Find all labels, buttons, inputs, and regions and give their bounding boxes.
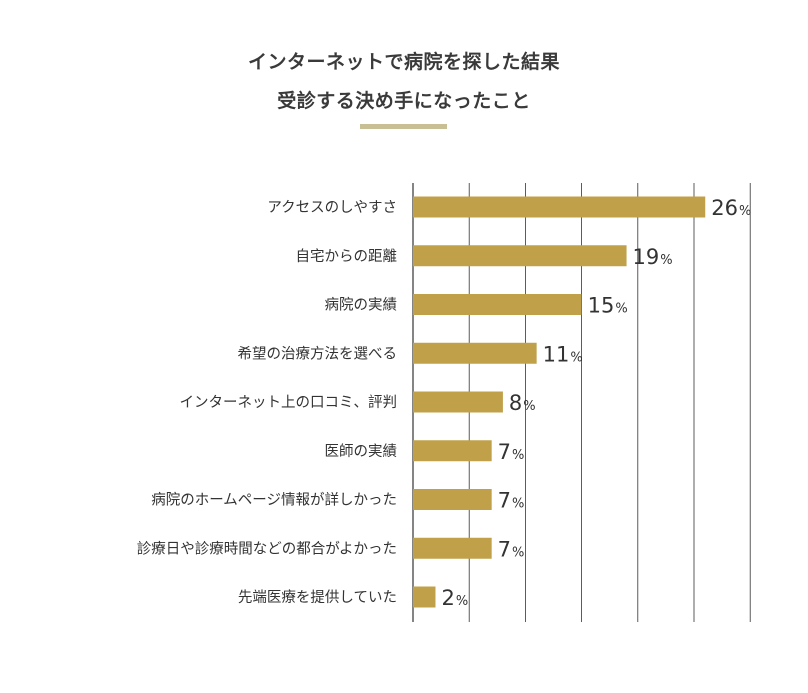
category-label: インターネット上の口コミ、評判	[180, 394, 398, 411]
value-label: 19%	[633, 245, 673, 269]
bar	[413, 294, 582, 315]
value-label: 11%	[543, 342, 583, 366]
value-labels: 26% 19% 15%11% 8% 7% 7% 7% 2%	[441, 196, 751, 610]
value-label: 7%	[498, 537, 525, 561]
bar	[413, 489, 492, 510]
category-label: 診療日や診療時間などの都合がよかった	[137, 540, 397, 557]
category-label: 希望の治療方法を選べる	[238, 345, 398, 362]
value-label: 8%	[509, 391, 536, 415]
category-label: 自宅からの距離	[296, 247, 398, 265]
bar	[413, 391, 503, 413]
bars	[413, 196, 706, 608]
bar	[413, 245, 627, 267]
category-labels: アクセスのしやすさ自宅からの距離病院の実績希望の治療方法を選べるインターネット上…	[137, 199, 397, 606]
value-label: 7%	[498, 489, 525, 513]
chart-title-line-2: 受診する決め手になったこと	[277, 90, 531, 112]
title-underline	[360, 124, 447, 129]
category-label: 病院のホームページ情報が詳しかった	[151, 492, 397, 509]
value-label: 15%	[588, 294, 628, 318]
category-label: アクセスのしやすさ	[267, 199, 397, 216]
chart-title-line-1: インターネットで病院を探した結果	[247, 51, 560, 73]
category-label: 病院の実績	[325, 297, 398, 314]
category-label: 医師の実績	[325, 443, 398, 460]
value-label: 26%	[711, 196, 751, 220]
value-label: 7%	[498, 440, 525, 464]
bar	[413, 537, 492, 559]
bar	[413, 586, 436, 608]
value-label: 2%	[441, 586, 468, 610]
bar	[413, 440, 492, 462]
bar	[413, 196, 706, 218]
bar	[413, 342, 537, 364]
category-label: 先端医療を提供していた	[238, 589, 397, 606]
